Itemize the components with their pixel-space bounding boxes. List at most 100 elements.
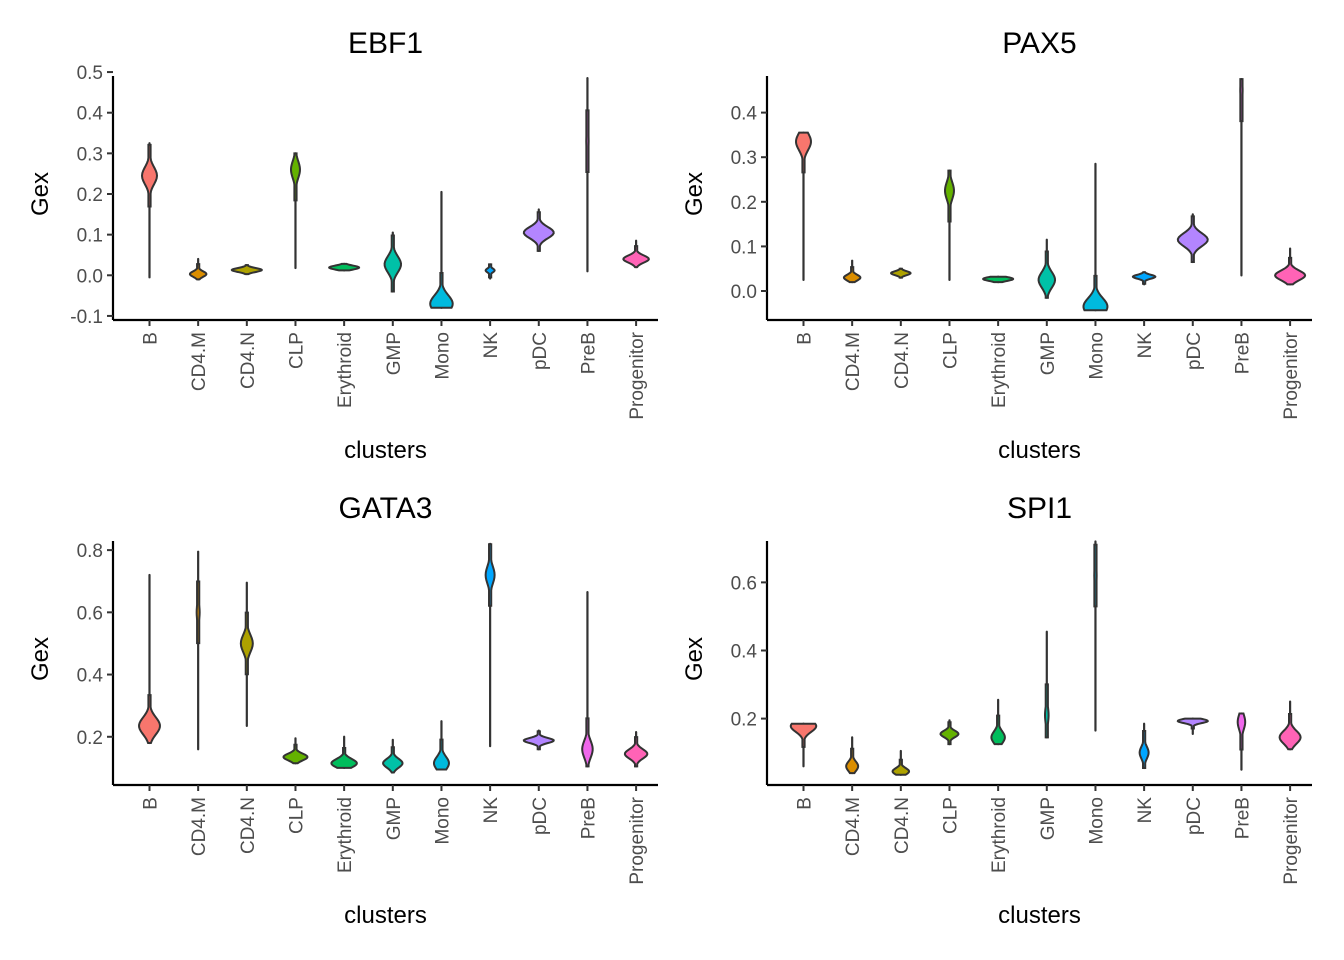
y-tick-label: 0.4 (77, 666, 104, 687)
violin-body (1239, 78, 1244, 123)
violin-body (623, 736, 649, 768)
x-tick-label: CLP (940, 797, 961, 834)
violin-progenitor (1278, 700, 1302, 751)
x-tick-label: Erythroid (989, 332, 1010, 408)
violin-progenitor (623, 731, 649, 768)
violin-preb (1236, 712, 1247, 771)
x-axis-title: clusters (344, 437, 427, 464)
x-tick-label: B (140, 797, 161, 810)
violin-body (939, 721, 960, 746)
violin-body (1176, 717, 1209, 730)
violin-cd4-m (188, 257, 208, 281)
y-tick-label: 0.6 (77, 603, 103, 624)
violin-body (1043, 683, 1050, 739)
violin-preb (585, 77, 590, 273)
x-tick-label: PreB (1232, 797, 1253, 839)
violin-nk (1131, 271, 1157, 286)
violin-body (432, 738, 450, 771)
x-tick-label: CD4.M (843, 797, 864, 856)
violin-body (230, 264, 264, 276)
violin-mono (1093, 540, 1098, 732)
y-tick-label: 0.8 (77, 541, 103, 562)
violin-body (1176, 215, 1209, 264)
violin-b (138, 573, 161, 745)
violin-body (188, 263, 208, 281)
violin-body (140, 143, 159, 208)
violin-mono (1082, 162, 1109, 312)
violin-b (140, 142, 159, 279)
x-tick-label: B (794, 797, 815, 810)
violin-body (330, 746, 358, 769)
y-tick-label: 0.4 (731, 104, 758, 125)
x-tick-label: Progenitor (1281, 796, 1302, 884)
violin-gmp (1037, 238, 1057, 299)
x-tick-label: PreB (578, 332, 599, 374)
y-axis-title: Gex (27, 637, 54, 681)
violin-clp (289, 152, 301, 270)
x-tick-label: Mono (432, 797, 453, 845)
x-tick-label: Mono (432, 332, 453, 380)
x-tick-label: NK (1135, 332, 1156, 359)
violin-clp (939, 719, 960, 746)
violin-erythroid (328, 262, 361, 272)
violin-cd4-n (889, 267, 912, 279)
violin-body (484, 263, 496, 279)
x-tick-label: pDC (530, 797, 551, 835)
x-tick-label: PreB (1232, 332, 1253, 374)
violin-erythroid (982, 275, 1015, 284)
x-tick-label: PreB (578, 797, 599, 839)
violin-body (484, 543, 496, 607)
x-tick-label: CLP (286, 797, 307, 834)
x-tick-label: Mono (1086, 332, 1107, 380)
x-tick-label: CD4.N (892, 797, 913, 854)
x-axis-title: clusters (998, 437, 1081, 464)
violin-nk (484, 542, 496, 748)
x-tick-label: Progenitor (1281, 331, 1302, 419)
violin-body (289, 152, 301, 202)
x-tick-label: GMP (384, 332, 405, 375)
y-tick-label: 0.2 (77, 185, 103, 206)
x-tick-label: CD4.N (238, 332, 259, 389)
x-tick-label: pDC (1184, 797, 1205, 835)
violin-erythroid (990, 698, 1006, 746)
panel-title: PAX5 (1002, 27, 1077, 60)
violin-body (622, 245, 650, 269)
violin-gmp (383, 231, 403, 293)
violin-body (522, 730, 555, 751)
violin-b (789, 722, 818, 768)
violin-cd4-n (239, 581, 254, 727)
violin-body (1278, 712, 1302, 751)
y-axis-title: Gex (681, 172, 708, 216)
violin-body (239, 611, 254, 676)
violin-body (982, 275, 1015, 284)
violin-body (990, 714, 1006, 746)
violin-body (889, 267, 912, 279)
y-tick-label: 0.2 (731, 710, 757, 731)
panel-spi1: SPI1 Gex clusters 0.2 0.4 0.6 B CD4.M CD4.N CLP Er… (681, 492, 1312, 929)
x-axis-title: clusters (344, 902, 427, 929)
violin-body (581, 717, 594, 768)
violin-gmp (1043, 630, 1050, 739)
x-tick-label: B (140, 332, 161, 345)
x-tick-label: CD4.M (189, 797, 210, 856)
x-tick-label: B (794, 332, 815, 345)
x-tick-label: CLP (286, 332, 307, 369)
violin-body (585, 109, 590, 173)
violin-body (429, 271, 454, 309)
x-tick-label: Progenitor (627, 331, 648, 419)
panel-gata3: GATA3 Gex clusters 0.2 0.4 0.6 0.8 B CD4.M CD4.N C… (27, 492, 658, 929)
violin-b (795, 131, 812, 281)
violin-body (1236, 712, 1247, 751)
x-tick-label: NK (481, 332, 502, 359)
y-tick-label: 0.3 (77, 144, 103, 165)
violin-body (891, 758, 911, 776)
violin-body (1138, 729, 1150, 769)
y-tick-label: 0.1 (731, 237, 757, 258)
x-tick-label: NK (1135, 797, 1156, 824)
panel-pax5: PAX5 Gex clusters 0.0 0.1 0.2 0.3 0.4 B CD4.M CD4.… (681, 27, 1312, 464)
y-tick-label: 0.4 (77, 104, 104, 125)
y-tick-label: 0.2 (731, 193, 757, 214)
violin-mono (429, 190, 454, 309)
violin-body (138, 694, 161, 744)
